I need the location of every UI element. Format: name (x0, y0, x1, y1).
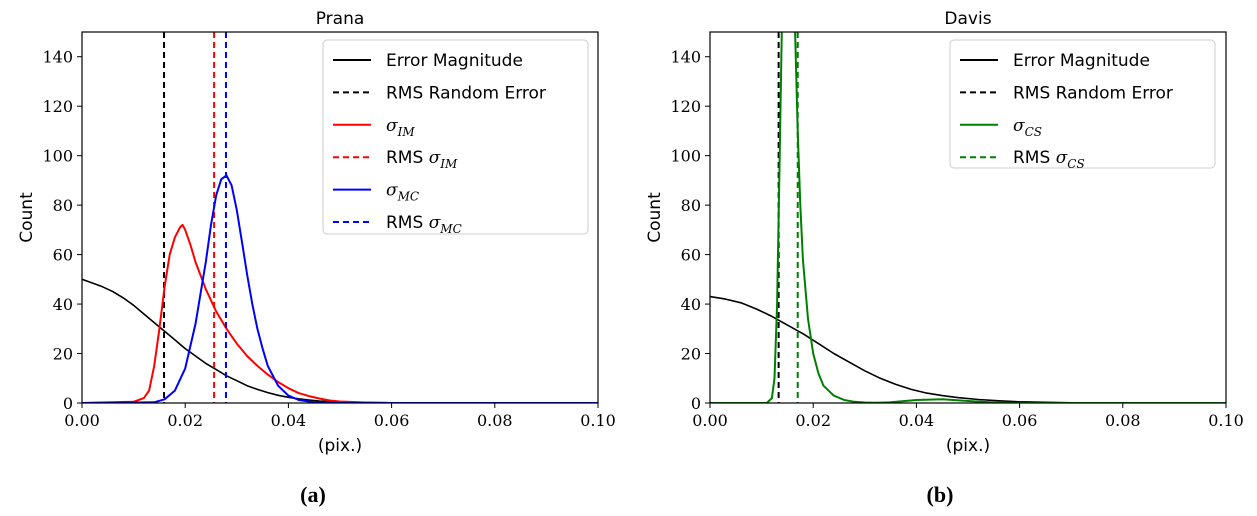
x-tick-label: 0.04 (271, 411, 307, 430)
x-tick-label: 0.02 (795, 411, 831, 430)
legend-label: RMS Random Error (386, 83, 546, 103)
x-tick-label: 0.02 (167, 411, 203, 430)
legend-box (949, 39, 1216, 169)
legend-label-subscript: CS (1025, 125, 1042, 139)
legend-box (322, 39, 589, 235)
legend-entry: RMS σMC (333, 213, 462, 236)
legend-label-symbol: σ (429, 213, 441, 233)
y-tick-label: 120 (670, 97, 701, 116)
y-tick-label: 80 (53, 196, 73, 215)
chart-panel-a: Prana 0.00 0.02 0.04 0.06 0.08 0.10 0 20 40 60 80 10… (17, 9, 616, 507)
y-tick-label: 60 (681, 246, 701, 265)
y-tick-label: 100 (670, 147, 701, 166)
legend-label-subscript: IM (439, 157, 458, 171)
legend-entry: RMS Random Error (960, 83, 1173, 103)
y-tick-label: 100 (42, 147, 73, 166)
x-tick-label: 0.08 (477, 411, 513, 430)
legend-entry: RMS σIM (333, 148, 458, 171)
legend-label-symbol: σ (1056, 148, 1068, 168)
y-tick-label: 140 (670, 48, 701, 67)
y-tick-label: 120 (42, 97, 73, 116)
axes-frame (709, 31, 1227, 404)
legend-entry: RMS Random Error (333, 83, 546, 103)
legend-label: RMS Random Error (1013, 83, 1173, 103)
legend-label: RMS σIM (386, 148, 458, 171)
x-tick-label: 0.06 (374, 411, 410, 430)
x-tick-label: 0.10 (1208, 411, 1244, 430)
legend-label-symbol: σ (1013, 116, 1025, 136)
chart-panel-b: Davis 0.00 0.02 0.04 0.06 0.08 0.10 0 20 40 60 80 10… (645, 9, 1244, 507)
legend-label-prefix: RMS (386, 213, 429, 233)
legend-label-prefix: RMS (386, 148, 429, 168)
legend-label: RMS σCS (1013, 148, 1085, 171)
legend-label-subscript: CS (1067, 157, 1084, 171)
x-tick-label: 0.06 (1002, 411, 1038, 430)
panel-caption: (a) (300, 482, 326, 507)
y-tick-label: 80 (681, 196, 701, 215)
legend-label: σCS (1013, 116, 1042, 139)
legend-label-prefix: RMS (1013, 148, 1056, 168)
legend-entry: Error Magnitude (960, 51, 1150, 71)
series-line-0 (82, 278, 598, 403)
y-tick-label: 40 (681, 295, 701, 314)
plot-area (82, 32, 598, 403)
legend-label-symbol: σ (386, 181, 398, 201)
plot-area (710, 32, 1226, 403)
series-line-4 (82, 174, 598, 403)
y-tick-label: 20 (681, 345, 701, 364)
legend-label: σMC (386, 181, 419, 204)
x-tick-label: 0.04 (899, 411, 935, 430)
legend-label: Error Magnitude (386, 51, 523, 71)
series-line-0 (710, 295, 1226, 403)
legend-entry: σMC (333, 181, 419, 204)
x-tick-label: 0.00 (64, 411, 100, 430)
y-tick-label: 140 (42, 48, 73, 67)
series-line-2 (710, 32, 1226, 403)
legend-entry: σCS (960, 116, 1042, 139)
legend-entry: Error Magnitude (333, 51, 523, 71)
legend-label-subscript: IM (397, 125, 416, 139)
y-tick-label: 0 (63, 394, 73, 413)
y-tick-label: 40 (53, 295, 73, 314)
y-axis-label: Count (17, 192, 37, 243)
y-tick-label: 0 (691, 394, 701, 413)
y-tick-label: 20 (53, 345, 73, 364)
legend-entry: σIM (333, 116, 415, 139)
x-axis-label: (pix.) (318, 436, 362, 456)
axes-frame (81, 31, 599, 404)
x-axis-label: (pix.) (946, 436, 990, 456)
y-axis-label: Count (645, 192, 665, 243)
legend-entry: RMS σCS (960, 148, 1085, 171)
legend-label: RMS σMC (386, 213, 462, 236)
legend-label-symbol: σ (429, 148, 441, 168)
x-tick-label: 0.00 (692, 411, 728, 430)
legend-label-symbol: σ (386, 116, 398, 136)
x-tick-label: 0.08 (1105, 411, 1141, 430)
chart-title: Prana (316, 9, 365, 29)
y-tick-label: 60 (53, 246, 73, 265)
chart-title: Davis (944, 9, 991, 29)
legend-label: Error Magnitude (1013, 51, 1150, 71)
panel-caption: (b) (927, 482, 954, 507)
x-tick-label: 0.10 (580, 411, 616, 430)
series-line-2 (82, 223, 598, 403)
legend-label: σIM (386, 116, 415, 139)
legend-label-subscript: MC (397, 190, 419, 204)
legend-label-subscript: MC (439, 222, 461, 236)
